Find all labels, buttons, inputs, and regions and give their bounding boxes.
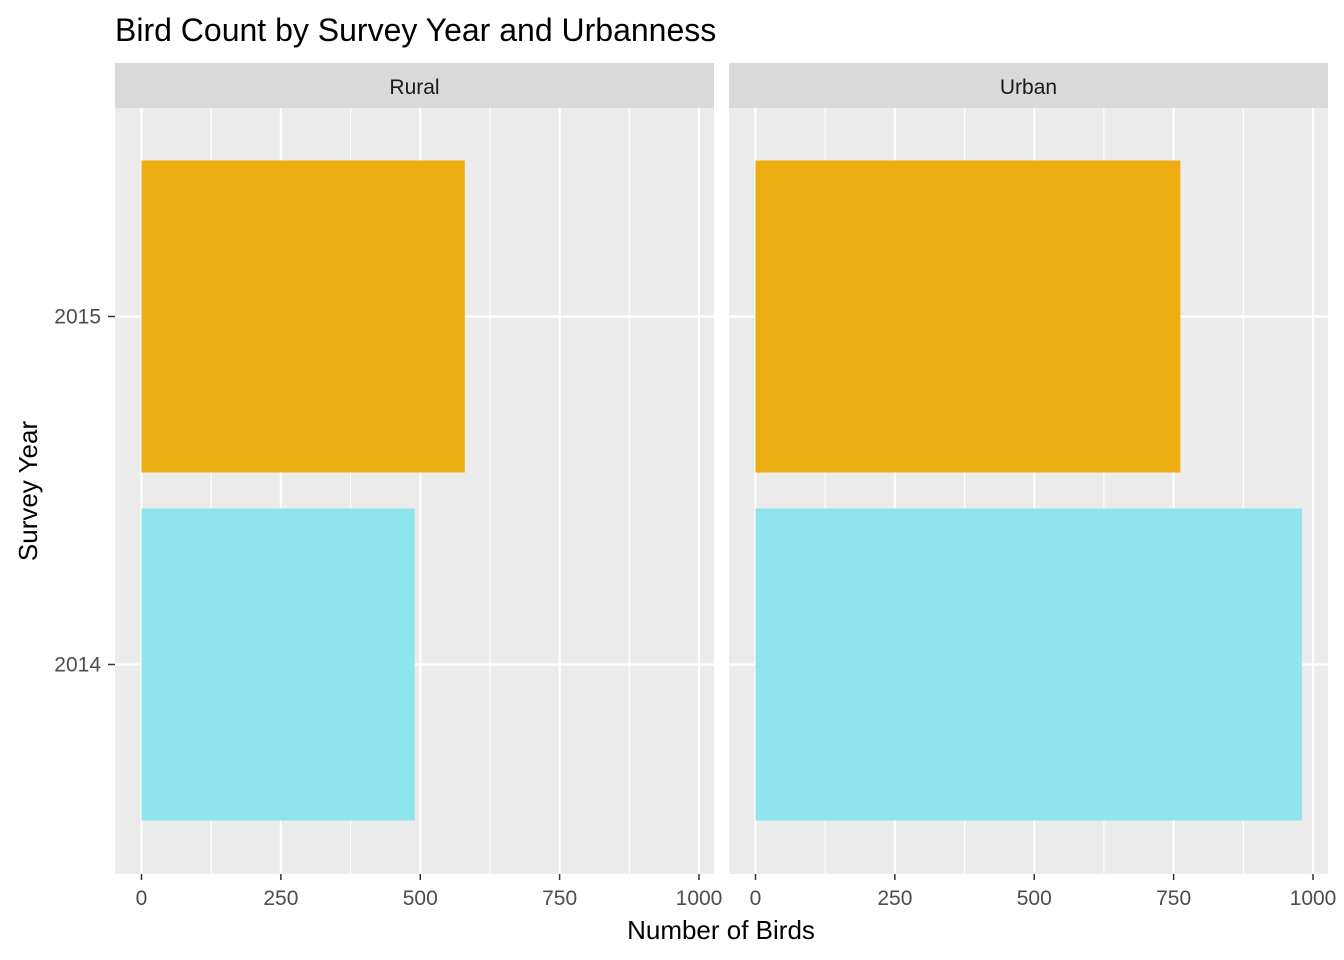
facet-strip-rural	[115, 63, 714, 108]
x-tick-label: 750	[1156, 887, 1191, 910]
x-tick-label: 250	[263, 887, 298, 910]
x-tick-label: 250	[877, 887, 912, 910]
y-tick-label-2015: 2015	[54, 306, 101, 329]
facet-label-rural: Rural	[389, 76, 439, 99]
x-tick-label: 1000	[1290, 887, 1337, 910]
x-tick-label: 500	[403, 887, 438, 910]
x-tick-label: 0	[136, 887, 148, 910]
x-axis-title: Number of Birds	[627, 915, 815, 945]
bar-rural-2014	[141, 508, 415, 821]
x-tick-label: 750	[542, 887, 577, 910]
facet-label-urban: Urban	[1000, 76, 1057, 99]
y-axis-title: Survey Year	[13, 421, 43, 562]
x-tick-label: 500	[1017, 887, 1052, 910]
plot-layer: Rural 0 250 500 750 1000 Urban 0 250 500 750 1000 20…	[54, 63, 1336, 910]
x-tick-label: 1000	[676, 887, 723, 910]
bar-rural-2015	[141, 160, 465, 473]
facet-strip-urban	[729, 63, 1328, 108]
x-tick-label: 0	[750, 887, 762, 910]
y-tick-label-2014: 2014	[54, 654, 101, 677]
bar-urban-2014	[755, 508, 1302, 821]
chart-title: Bird Count by Survey Year and Urbanness	[115, 12, 716, 48]
bar-urban-2015	[755, 160, 1181, 473]
